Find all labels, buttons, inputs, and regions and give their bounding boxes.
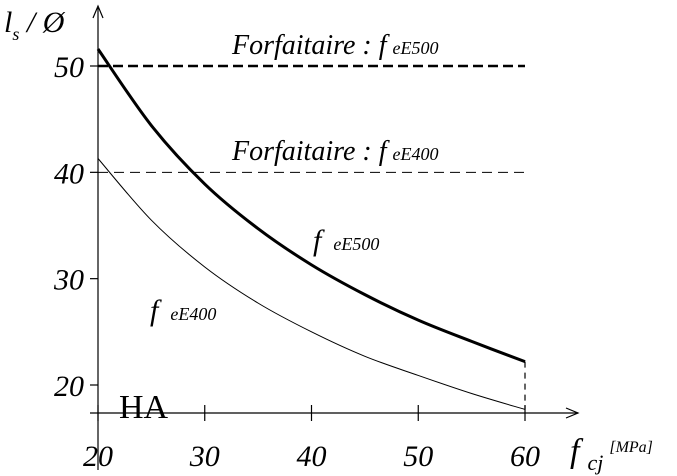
annotation-curve-e500-sub: eE500 xyxy=(333,234,379,254)
annotation-curve-e400-sub: eE400 xyxy=(170,304,216,324)
y-axis-label-sub: s xyxy=(12,24,19,44)
series-line-f-ee500 xyxy=(96,48,526,364)
annotation-forfaitaire-e500: Forfaitaire : f eE500 xyxy=(231,30,439,61)
y-tick-label-30: 30 xyxy=(53,264,84,297)
y-tick-label-40: 40 xyxy=(54,157,84,190)
annotation-curve-e400: f eE400 xyxy=(150,294,216,327)
y-tick-label-20: 20 xyxy=(54,370,84,403)
x-axis-label-unit: [MPa] xyxy=(609,439,653,456)
annotation-forfaitaire-e400-sub: eE400 xyxy=(393,144,439,164)
annotation-forfaitaire-e500-sub: eE500 xyxy=(393,38,439,58)
series-layer xyxy=(96,48,526,410)
y-ticks: 20 30 40 50 xyxy=(53,51,98,403)
annotation-forfaitaire-e500-prefix: Forfaitaire : f xyxy=(231,30,390,61)
annotation-forfaitaire-e400-prefix: Forfaitaire : f xyxy=(231,136,390,167)
annotation-ha: HA xyxy=(119,389,169,426)
series-line-f-ee400 xyxy=(97,158,526,410)
y-axis-label-main: l xyxy=(4,6,12,39)
x-tick-label-20: 20 xyxy=(83,440,113,473)
annotation-curve-e500: f eE500 xyxy=(313,224,379,257)
y-axis-label: ls / Ø xyxy=(4,6,66,44)
x-tick-label-40: 40 xyxy=(297,440,327,473)
x-axis-arrow xyxy=(565,407,580,419)
y-axis-label-rest: / Ø xyxy=(19,6,65,39)
x-tick-label-50: 50 xyxy=(403,440,433,473)
x-axis-label-sub: cj xyxy=(587,450,603,475)
x-axis-label-main: f xyxy=(570,433,584,470)
annotation-curve-e500-prefix: f xyxy=(313,224,325,257)
y-tick-label-50: 50 xyxy=(54,51,84,84)
x-ticks: 20 30 40 50 60 xyxy=(83,405,540,473)
x-tick-label-60: 60 xyxy=(510,440,540,473)
x-tick-label-30: 30 xyxy=(189,440,220,473)
annotation-curve-e400-prefix: f xyxy=(150,294,162,327)
axes xyxy=(90,4,580,470)
y-axis-arrow xyxy=(92,4,104,19)
annotation-forfaitaire-e400: Forfaitaire : f eE400 xyxy=(231,136,439,167)
x-axis-label: f cj [MPa] xyxy=(570,433,653,475)
